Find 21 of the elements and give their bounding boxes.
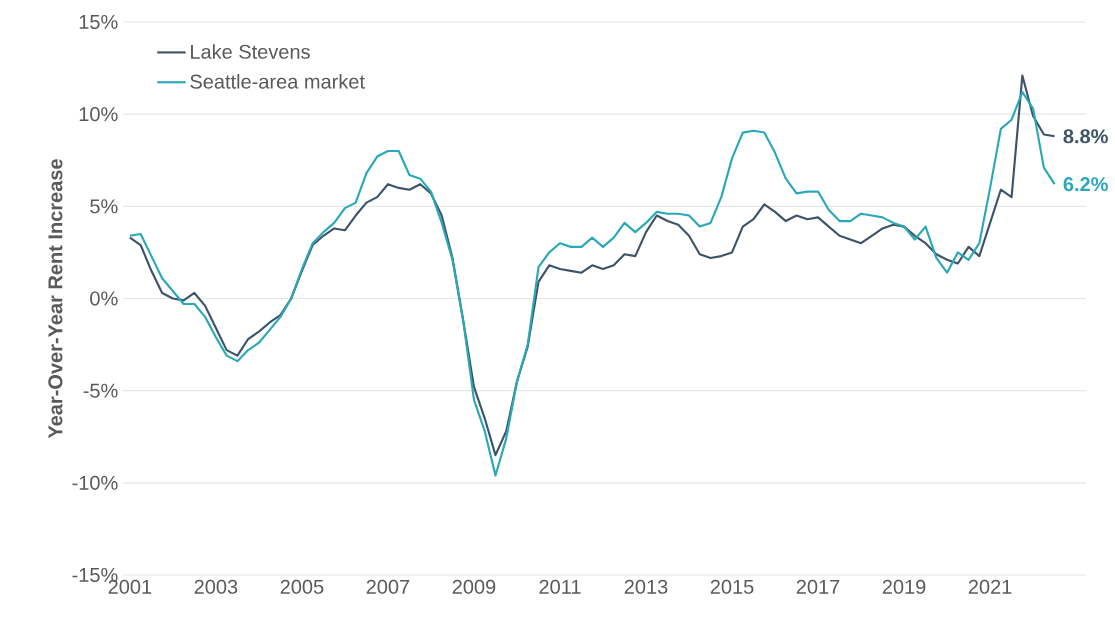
annotation: 8.8% [1063, 129, 1108, 144]
y-tick-label: 5% [90, 199, 118, 214]
x-tick-label: 2007 [366, 579, 410, 594]
y-tick-label: 15% [79, 14, 118, 30]
x-tick-label: 2005 [280, 579, 324, 594]
x-tick-label: 2015 [710, 579, 754, 594]
x-tick-label: 2003 [194, 579, 238, 594]
x-tick-label: 2009 [452, 579, 496, 594]
x-tick-label: 2017 [796, 579, 840, 594]
y-axis-title: Year-Over-Year Rent Increase [48, 159, 63, 439]
legend-label: Lake Stevens [191, 44, 310, 59]
legend-label: Seattle-area market [190, 74, 365, 89]
x-tick-label: 2011 [539, 579, 581, 594]
y-tick-label: -10% [72, 475, 118, 490]
x-tick-label: 2021 [968, 579, 1012, 594]
x-tick-label: 2019 [882, 579, 926, 594]
y-tick-label: 10% [79, 107, 118, 122]
y-tick-label: -5% [83, 383, 118, 398]
annotation: 6.2% [1063, 177, 1108, 192]
y-tick-label: 0% [90, 291, 118, 306]
x-tick-label: 2013 [624, 579, 668, 594]
